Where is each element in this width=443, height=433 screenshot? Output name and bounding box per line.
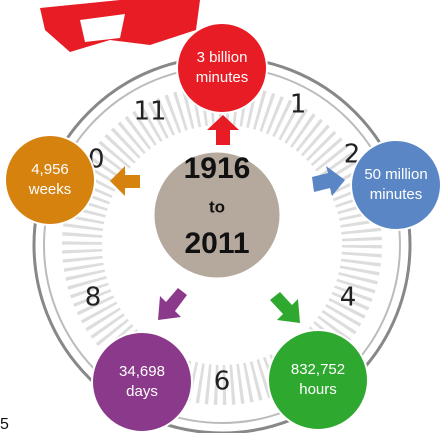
- node-label: days: [126, 383, 158, 400]
- center-start: 1916: [184, 152, 251, 185]
- node-label: 3 billion: [197, 49, 248, 66]
- corner-fragment: 5: [0, 416, 9, 433]
- clock-numeral: 4: [340, 283, 357, 313]
- node-label: 4,956: [31, 161, 69, 178]
- node-label: hours: [299, 381, 337, 398]
- node-label: minutes: [196, 69, 249, 86]
- node-label: 34,698: [119, 363, 165, 380]
- node-label: minutes: [370, 186, 423, 203]
- clock-numeral: 1: [290, 90, 307, 120]
- node-label: 832,752: [291, 361, 345, 378]
- clock-numeral: 11: [133, 97, 166, 127]
- node-label: 50 million: [364, 166, 427, 183]
- center-connector: to: [209, 197, 225, 216]
- clock-numeral: 8: [85, 283, 102, 313]
- clock-numeral: 6: [214, 367, 231, 397]
- node-label: weeks: [28, 181, 72, 198]
- infographic: 111246810 1916 to 2011 3 billionminutes5…: [0, 0, 443, 433]
- center-end: 2011: [184, 227, 249, 260]
